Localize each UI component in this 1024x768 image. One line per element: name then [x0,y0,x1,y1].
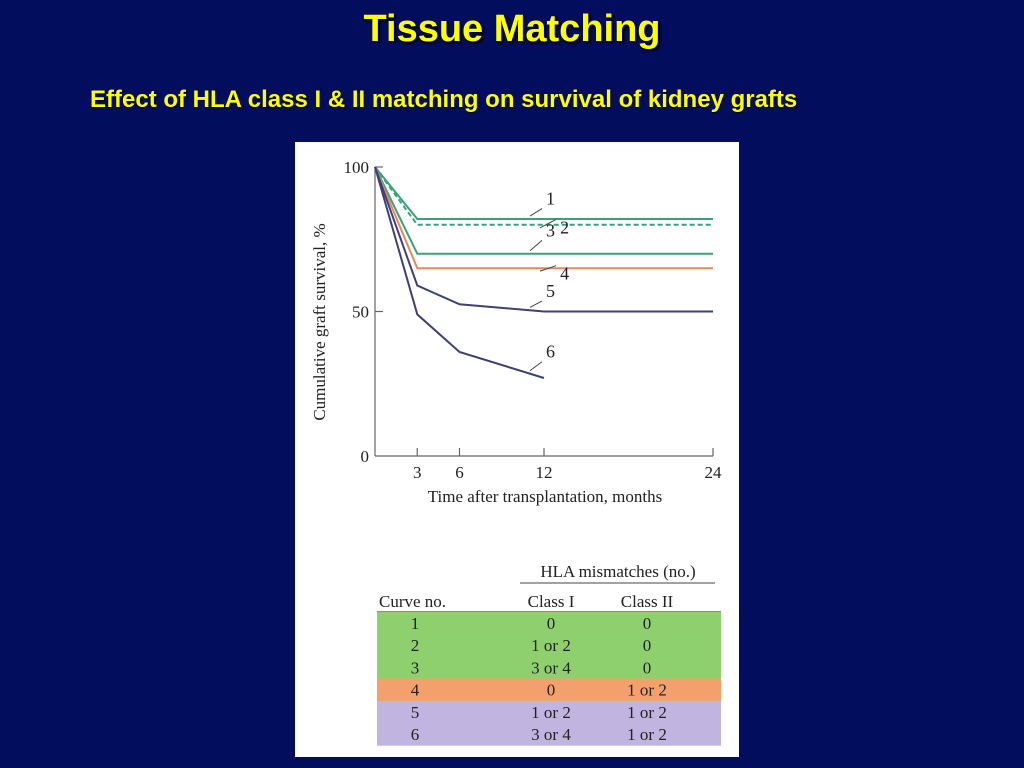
curve-label-leader [529,361,543,372]
curve-label-3: 3 [546,220,555,240]
series-line-curve-5 [374,166,713,313]
table-cell-class-i: 0 [547,681,556,700]
table-cell-curve-no: 5 [411,703,420,722]
table-cell-class-ii: 0 [643,636,652,655]
table-cell-class-ii: 1 or 2 [627,681,667,700]
x-tick-label: 3 [413,463,422,482]
y-tick-label: 0 [361,447,370,466]
series-line-curve-4 [374,166,713,270]
table-row [377,678,721,702]
series-line-curve-3 [374,166,713,255]
x-tick-label: 12 [536,463,553,482]
curve-label-leader [529,300,543,308]
series-layer [374,166,713,379]
curve-label-leader [529,208,543,217]
hla-table: HLA mismatches (no.) Curve no. Class I C… [377,562,721,746]
table-cell-class-ii: 1 or 2 [627,725,667,744]
x-tick-label: 24 [705,463,723,482]
table-group-header: HLA mismatches (no.) [540,562,695,581]
curve-label-leader [529,239,543,252]
table-cell-class-i: 1 or 2 [531,636,571,655]
table-row [377,700,721,724]
table-cell-class-ii: 0 [643,614,652,633]
slide-title: Tissue Matching [363,8,661,50]
y-tick-label: 50 [352,303,369,322]
series-line-curve-2 [374,166,713,226]
table-cell-curve-no: 1 [411,614,420,633]
curve-label-6: 6 [546,342,555,362]
table-cell-curve-no: 3 [411,658,420,677]
table-header-class-i: Class I [528,592,575,611]
table-row [377,656,721,680]
curve-label-4: 4 [560,264,569,284]
table-row [377,723,721,746]
table-cell-class-i: 1 or 2 [531,703,571,722]
table-cell-curve-no: 2 [411,636,420,655]
table-cell-class-i: 3 or 4 [531,658,571,677]
y-tick-label: 100 [344,158,370,177]
x-axis-label: Time after transplantation, months [428,487,663,506]
curve-label-leader [539,219,557,229]
table-cell-class-i: 3 or 4 [531,725,571,744]
curve-label-layer: 123 45 6 [529,189,569,372]
curve-label-5: 5 [546,281,555,301]
table-cell-class-i: 0 [547,614,556,633]
y-axis-label: Cumulative graft survival, % [310,223,329,420]
series-line-curve-6 [374,166,545,379]
table-cell-class-ii: 0 [643,658,652,677]
table-row [377,634,721,657]
series-line-curve-1 [374,166,713,220]
table-cell-class-ii: 1 or 2 [627,703,667,722]
table-header-curve-no: Curve no. [379,592,446,611]
table-cell-curve-no: 4 [411,681,420,700]
curve-label-2: 2 [560,217,569,237]
slide-subtitle: Effect of HLA class I & II matching on s… [90,86,798,113]
curve-label-leader [539,265,557,272]
table-cell-curve-no: 6 [411,725,420,744]
table-header-class-ii: Class II [621,592,674,611]
table-rows: 1 0 0 2 1 or 2 0 3 3 or 4 0 4 0 1 or 2 5 1 or 2 1 or 2… [377,612,721,746]
table-row [377,612,721,635]
curve-label-1: 1 [546,189,555,209]
x-tick-label: 6 [455,463,464,482]
